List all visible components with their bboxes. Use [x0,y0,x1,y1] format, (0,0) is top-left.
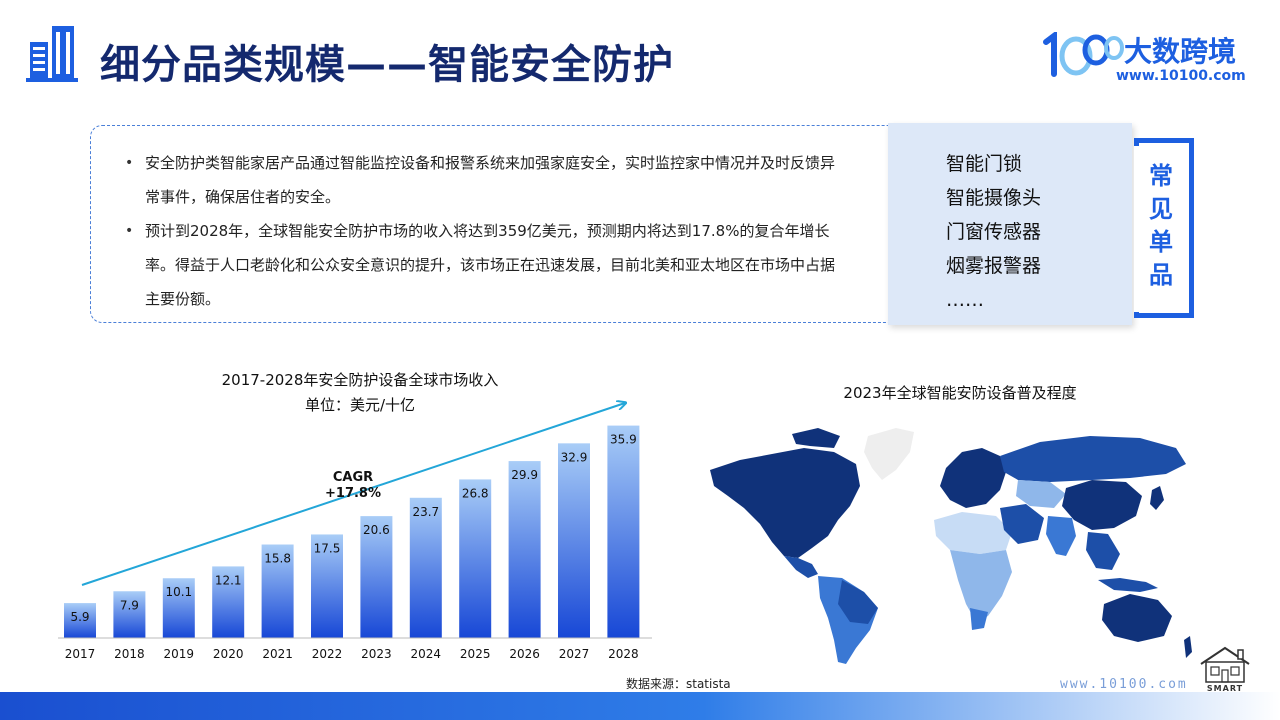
x-tick-label: 2023 [361,647,392,661]
smart-house-logo: SMART [1200,646,1250,692]
common-items-tab: 常见单品 [1134,146,1188,312]
bars-layer: 5.9 2017 7.9 2018 10.1 2019 12.1 2020 15.8 2021 17… [64,425,640,661]
cagr-trend-arrow [81,403,625,586]
bar-2027 [558,443,590,638]
x-tick-label: 2026 [509,647,540,661]
brand-name: 大数跨境 [1124,35,1237,68]
bar-value-label: 23.7 [412,505,439,519]
x-tick-label: 2021 [262,647,293,661]
map-region-china [1062,480,1142,530]
map-region-southeast-asia [1086,532,1120,570]
smart-label: SMART [1207,684,1243,692]
bar-value-label: 29.9 [511,468,538,482]
bar-2020 [212,566,245,638]
brand-mark-icon [1043,32,1124,77]
world-map [710,428,1192,664]
bullet-list: 安全防护类智能家居产品通过智能监控设备和报警系统来加强家庭安全，实时监控家中情况… [123,146,843,316]
map-region-north-africa [934,512,1012,554]
x-tick-label: 2025 [460,647,491,661]
bar-2017 [64,603,96,638]
bar-2025 [459,479,492,638]
common-item: 门窗传感器 [946,221,1042,243]
cagr-label: CAGR [333,470,373,485]
bar-chart-subtitle: 单位：美元/十亿 [304,396,416,414]
map-region-japan [1150,486,1164,510]
house-body-icon [1205,661,1245,683]
map-region-new-zealand [1184,636,1192,658]
map-region-europe [940,448,1006,508]
map-region-india [1046,516,1076,556]
bar-2026 [508,461,541,638]
bullet-item: 预计到2028年，全球智能安全防护市场的收入将达到359亿美元，预测期内将达到1… [123,214,843,316]
bullet-item: 安全防护类智能家居产品通过智能监控设备和报警系统来加强家庭安全，实时监控家中情况… [123,146,843,214]
x-tick-label: 2020 [213,647,244,661]
brand-logo[interactable]: 大数跨境 www.10100.com [1040,30,1250,90]
map-title: 2023年全球智能安防设备普及程度 [843,384,1077,402]
bar-value-label: 20.6 [363,523,390,537]
info-box: 安全防护类智能家居产品通过智能监控设备和报警系统来加强家庭安全，实时监控家中情况… [90,125,910,323]
bar-value-label: 17.5 [314,541,341,555]
common-item: 烟雾报警器 [946,255,1042,277]
x-tick-label: 2028 [608,647,639,661]
bar-chart: 5.9 2017 7.9 2018 10.1 2019 12.1 2020 15.8 2021 17… [58,395,652,661]
brand-url: www.10100.com [1116,68,1246,84]
bar-value-label: 5.9 [70,610,89,624]
bar-chart-title: 2017-2028年安全防护设备全球市场收入 [221,371,499,389]
map-region-brazil [838,580,878,624]
bar-value-label: 35.9 [610,433,637,447]
map-region-indonesia [1098,578,1158,592]
bar-value-label: 10.1 [165,585,192,599]
map-region-russia [1000,436,1186,482]
bar-2021 [261,544,294,638]
bar-2018 [113,591,146,638]
map-region-north-america [710,448,860,558]
house-chimney-icon [1237,649,1244,660]
map-region-greenland [864,428,914,480]
x-tick-label: 2019 [164,647,195,661]
x-tick-label: 2027 [559,647,590,661]
bar-value-label: 15.8 [264,552,291,566]
map-region-central-america [784,556,818,578]
bar-value-label: 7.9 [120,598,139,612]
bar-2024 [409,497,442,638]
common-item: …… [946,289,984,311]
bar-value-label: 32.9 [561,450,588,464]
footer-bar [0,692,1280,720]
x-tick-label: 2017 [65,647,96,661]
bar-2022 [311,534,343,638]
common-item: 智能摄像头 [946,187,1042,209]
x-tick-label: 2018 [114,647,145,661]
data-source: 数据来源：statista [626,677,731,691]
bar-2019 [162,578,195,638]
map-region-arctic-islands [792,428,840,448]
bar-2028 [607,425,640,638]
x-tick-label: 2024 [411,647,442,661]
map-region-central-africa [950,550,1012,622]
common-items-list: 智能门锁 智能摄像头 门窗传感器 烟雾报警器 …… [946,147,1041,317]
bar-2023 [360,516,393,638]
bar-chart-title-block: 2017-2028年安全防护设备全球市场收入 单位：美元/十亿 [160,368,560,418]
bar-value-label: 26.8 [462,486,489,500]
map-region-central-asia [1016,480,1066,508]
x-tick-label: 2022 [312,647,343,661]
map-region-south-africa [970,608,988,630]
map-region-middle-east [1000,504,1044,544]
map-region-australia [1102,594,1172,642]
footer-url[interactable]: www.10100.com [1060,677,1188,692]
common-items-label: 常见单品 [1149,162,1173,289]
common-items-panel: 智能门锁 智能摄像头 门窗传感器 烟雾报警器 …… [888,123,1132,325]
bar-value-label: 12.1 [215,573,242,587]
common-item: 智能门锁 [946,153,1023,175]
cagr-value-label: +17.8% [325,486,381,501]
page-title: 细分品类规模——智能安全防护 [100,42,674,88]
building-logo-icon [26,26,78,82]
